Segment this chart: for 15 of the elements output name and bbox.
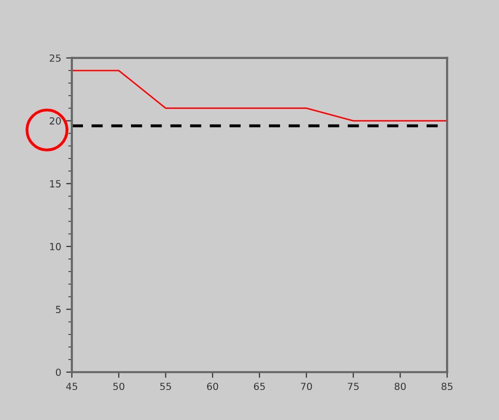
y-tick-label: 15 — [50, 180, 61, 188]
x-tick-label: 70 — [301, 382, 312, 390]
x-tick-label: 55 — [160, 382, 172, 390]
x-tick-label: 75 — [348, 382, 359, 390]
x-tick-label: 65 — [254, 382, 265, 390]
x-tick-label: 50 — [113, 382, 124, 390]
y-tick-label: 20 — [50, 117, 61, 125]
y-tick-label: 0 — [56, 368, 61, 376]
x-tick-label: 60 — [207, 382, 218, 390]
x-tick-label: 45 — [66, 382, 78, 390]
x-tick-label: 85 — [442, 382, 452, 390]
y-tick-label: 10 — [50, 242, 61, 250]
y-tick-label: 5 — [56, 306, 61, 314]
x-tick-label: 80 — [394, 382, 406, 390]
y-tick-label: 25 — [50, 54, 61, 62]
